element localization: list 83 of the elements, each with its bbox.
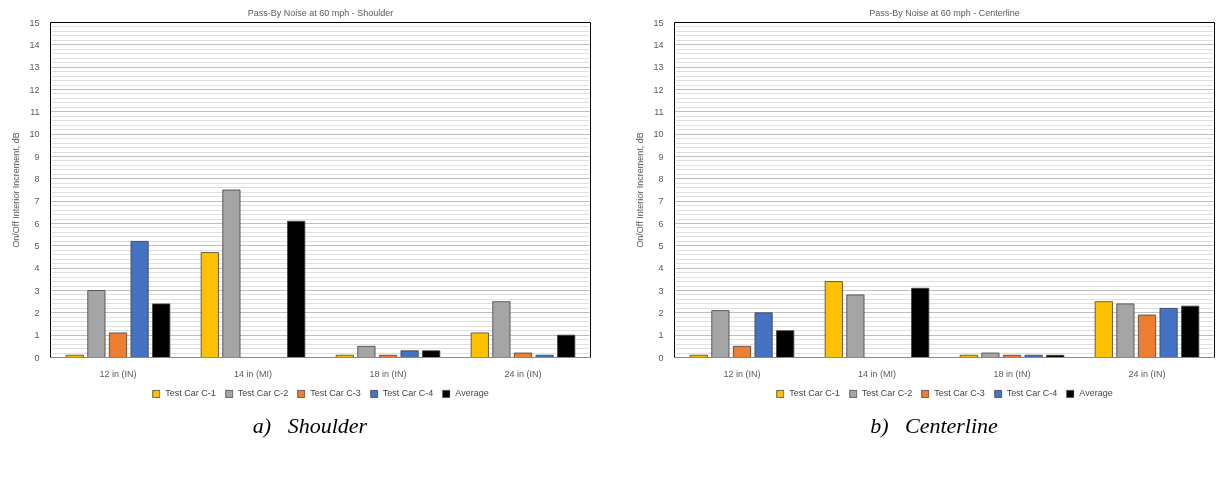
bar — [200, 252, 219, 358]
y-tick-label: 1 — [34, 330, 40, 341]
bar — [981, 352, 1000, 358]
y-tick-label: 12 — [653, 84, 664, 95]
y-tick-label: 15 — [29, 17, 40, 28]
bar — [754, 312, 773, 358]
y-tick-label: 0 — [34, 352, 40, 363]
bar — [357, 345, 376, 358]
x-tick-label: 18 in (IN) — [993, 368, 1031, 379]
y-tick-label: 8 — [658, 173, 664, 184]
x-tick-label: 24 in (IN) — [1128, 368, 1166, 379]
bar — [1116, 303, 1135, 358]
y-tick-label: 11 — [30, 106, 40, 117]
legend-label: Test Car C-1 — [789, 388, 840, 398]
y-tick-label: 0 — [658, 352, 664, 363]
legend-label: Test Car C-4 — [382, 388, 434, 398]
bar — [824, 281, 843, 358]
bar — [1137, 314, 1157, 358]
y-axis-title: On/Off Interior Increment, dB — [635, 132, 646, 248]
legend-label: Test Car C-2 — [237, 388, 289, 398]
bar — [557, 334, 576, 358]
chart-title: Pass-By Noise at 60 mph - Centerline — [869, 7, 1020, 18]
bar — [1181, 305, 1200, 358]
bar — [711, 310, 730, 358]
x-tick-label: 14 in (MI) — [234, 368, 273, 379]
bar — [911, 287, 930, 358]
bar — [108, 332, 128, 358]
x-tick-label: 24 in (IN) — [504, 368, 542, 379]
bar — [513, 352, 533, 358]
bar — [222, 189, 241, 358]
y-tick-label: 9 — [658, 151, 664, 162]
legend-label: Average — [1079, 388, 1113, 398]
x-tick-label: 12 in (IN) — [99, 368, 137, 379]
bar — [400, 350, 419, 358]
bar — [732, 345, 752, 358]
y-tick-label: 13 — [653, 62, 664, 73]
y-tick-label: 6 — [658, 218, 664, 229]
bar — [846, 294, 865, 358]
y-tick-label: 10 — [653, 129, 664, 140]
x-tick-label: 12 in (IN) — [723, 368, 761, 379]
legend-label: Test Car C-2 — [861, 388, 913, 398]
y-tick-label: 6 — [34, 218, 40, 229]
y-tick-label: 5 — [34, 240, 40, 251]
y-tick-label: 7 — [658, 196, 664, 207]
text: a) Shoulder — [252, 412, 368, 440]
y-tick-label: 4 — [34, 263, 40, 274]
y-tick-label: 12 — [29, 84, 40, 95]
text: b) Centerline — [870, 412, 998, 440]
bar — [422, 350, 441, 358]
y-tick-label: 3 — [34, 285, 40, 296]
bar — [287, 220, 306, 358]
legend-label: Test Car C-3 — [310, 388, 361, 398]
y-tick-label: 2 — [34, 307, 40, 318]
y-tick-label: 10 — [29, 129, 40, 140]
bar — [1159, 307, 1178, 358]
legend-label: Test Car C-3 — [934, 388, 985, 398]
y-tick-label: 13 — [29, 62, 40, 73]
bar — [130, 240, 149, 358]
y-tick-label: 1 — [658, 330, 664, 341]
bar — [470, 332, 489, 358]
legend-label: Test Car C-4 — [1006, 388, 1058, 398]
y-tick-label: 7 — [34, 196, 40, 207]
y-tick-label: 14 — [29, 39, 40, 50]
chart-title: Pass-By Noise at 60 mph - Shoulder — [247, 7, 394, 18]
legend-label: Average — [455, 388, 489, 398]
y-tick-label: 3 — [658, 285, 664, 296]
bar — [87, 290, 106, 358]
y-tick-label: 5 — [658, 240, 664, 251]
y-tick-label: 8 — [34, 173, 40, 184]
bar — [1094, 301, 1113, 358]
y-tick-label: 15 — [653, 17, 664, 28]
y-tick-label: 4 — [658, 263, 664, 274]
y-tick-label: 11 — [654, 106, 664, 117]
x-tick-label: 18 in (IN) — [369, 368, 407, 379]
x-tick-label: 14 in (MI) — [858, 368, 897, 379]
y-axis-title: On/Off Interior Increment, dB — [11, 132, 22, 248]
legend-label: Test Car C-1 — [165, 388, 216, 398]
y-tick-label: 14 — [653, 39, 664, 50]
y-tick-label: 9 — [34, 151, 40, 162]
bar — [152, 303, 171, 358]
bar — [492, 301, 511, 358]
y-tick-label: 2 — [658, 307, 664, 318]
bar — [776, 330, 795, 358]
